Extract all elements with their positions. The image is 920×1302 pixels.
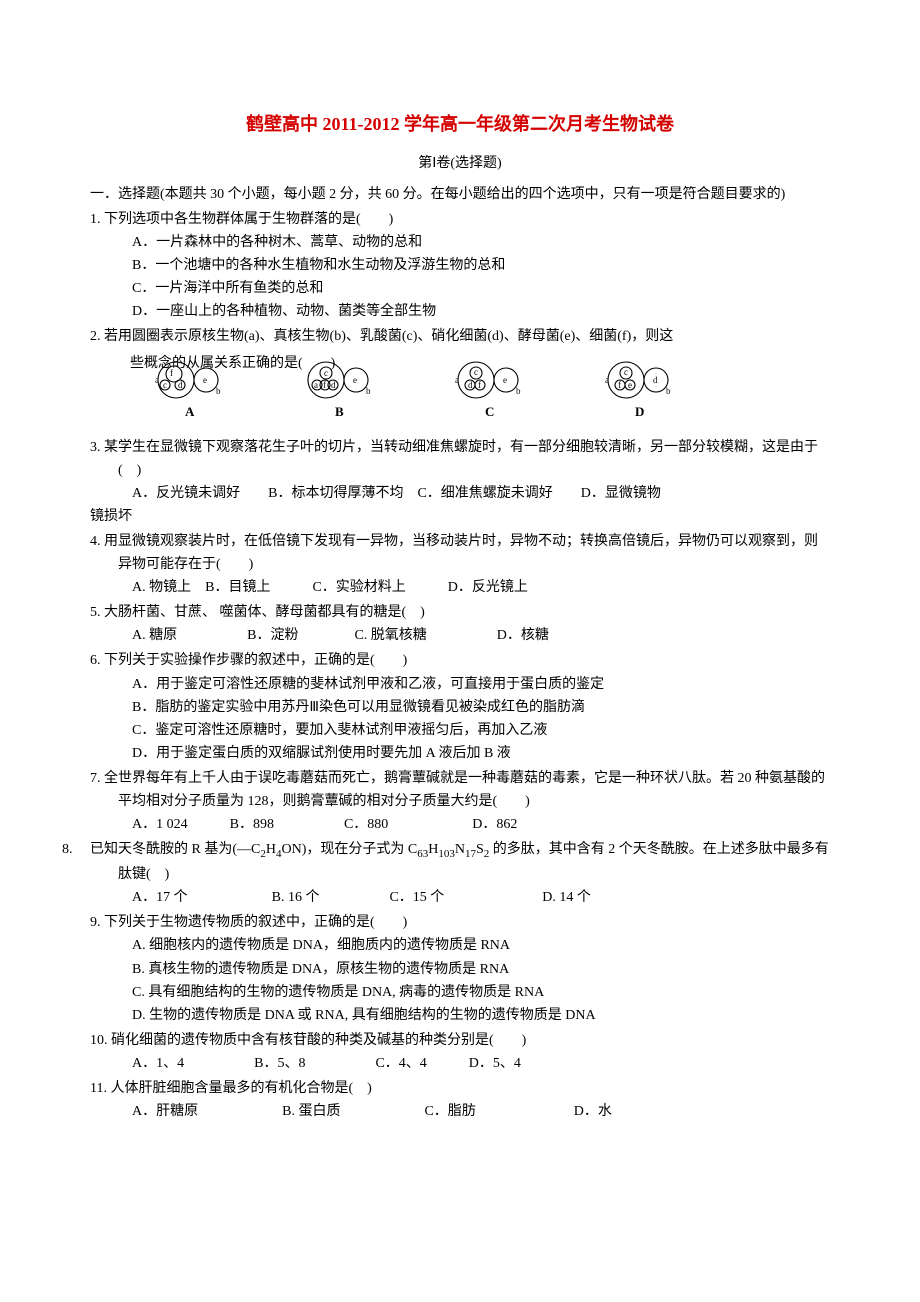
svg-text:e: e <box>353 375 357 385</box>
svg-text:a: a <box>605 375 609 385</box>
question-stem: 2. 若用圆圈表示原核生物(a)、真核生物(b)、乳酸菌(c)、硝化细菌(d)、… <box>90 325 830 348</box>
choice: A．一片森林中的各种树木、蒿草、动物的总和 <box>132 231 830 254</box>
choices-block: A．用于鉴定可溶性还原糖的斐林试剂甲液和乙液，可直接用于蛋白质的鉴定B．脂肪的鉴… <box>90 673 830 765</box>
choices-inline: A. 物镜上 B．目镜上 C．实验材料上 D．反光镜上 <box>90 576 830 599</box>
diagram-row: 些概念的从属关系正确的是( )afcdebAcafdebBacdfebCacfe… <box>90 352 830 429</box>
question: 10. 硝化细菌的遗传物质中含有核苷酸的种类及碱基的种类分别是( )A．1、4 … <box>90 1029 830 1075</box>
question-stem: 3. 某学生在显微镜下观察落花生子叶的切片，当转动细准焦螺旋时，有一部分细胞较清… <box>90 436 830 482</box>
question: 3. 某学生在显微镜下观察落花生子叶的切片，当转动细准焦螺旋时，有一部分细胞较清… <box>90 436 830 528</box>
question-stem: 11. 人体肝脏细胞含量最多的有机化合物是( ) <box>90 1077 830 1100</box>
svg-text:e: e <box>503 375 507 385</box>
choices-inline: A．1 024 B．898 C．880 D．862 <box>90 813 830 836</box>
question-stem: 6. 下列关于实验操作步骤的叙述中，正确的是( ) <box>90 649 830 672</box>
section-header: 一．选择题(本题共 30 个小题，每小题 2 分，共 60 分。在每小题给出的四… <box>90 183 830 206</box>
question: 8. 已知天冬酰胺的 R 基为(—C2H4ON)，现在分子式为 C63H103N… <box>90 838 830 909</box>
choice: C．一片海洋中所有鱼类的总和 <box>132 277 830 300</box>
svg-text:e: e <box>628 380 632 390</box>
svg-text:A: A <box>185 404 195 419</box>
question: 9. 下列关于生物遗传物质的叙述中，正确的是( )A. 细胞核内的遗传物质是 D… <box>90 911 830 1026</box>
choice: B．脂肪的鉴定实验中用苏丹Ⅲ染色可以用显微镜看见被染成红色的脂肪滴 <box>132 696 830 719</box>
svg-text:D: D <box>635 404 644 419</box>
exam-title: 鹤壁高中 2011-2012 学年高一年级第二次月考生物试卷 <box>90 110 830 140</box>
svg-text:d: d <box>468 380 473 390</box>
question: 5. 大肠杆菌、甘蔗、 噬菌体、酵母菌都具有的糖是( )A. 糖原 B．淀粉 C… <box>90 601 830 647</box>
svg-text:b: b <box>666 386 671 396</box>
choices-inline: A．反光镜未调好 B．标本切得厚薄不均 C．细准焦螺旋未调好 D．显微镜物 <box>90 482 830 505</box>
question: 11. 人体肝脏细胞含量最多的有机化合物是( )A．肝糖原 B. 蛋白质 C．脂… <box>90 1077 830 1123</box>
svg-text:f: f <box>323 380 326 390</box>
question-stem: 4. 用显微镜观察装片时，在低倍镜下发现有一异物，当移动装片时，异物不动；转换高… <box>90 530 830 576</box>
choice: C. 具有细胞结构的生物的遗传物质是 DNA, 病毒的遗传物质是 RNA <box>132 981 830 1004</box>
choices-inline: A. 糖原 B．淀粉 C. 脱氧核糖 D．核糖 <box>90 624 830 647</box>
choice: C．鉴定可溶性还原糖时，要加入斐林试剂甲液摇匀后，再加入乙液 <box>132 719 830 742</box>
svg-text:B: B <box>335 404 344 419</box>
question-stem: 10. 硝化细菌的遗传物质中含有核苷酸的种类及碱基的种类分别是( ) <box>90 1029 830 1052</box>
question: 7. 全世界每年有上千人由于误吃毒蘑菇而死亡，鹅膏蕈碱就是一种毒蘑菇的毒素，它是… <box>90 767 830 836</box>
svg-text:d: d <box>178 380 183 390</box>
svg-text:c: c <box>163 380 167 390</box>
choice: B. 真核生物的遗传物质是 DNA，原核生物的遗传物质是 RNA <box>132 958 830 981</box>
question-stem: 7. 全世界每年有上千人由于误吃毒蘑菇而死亡，鹅膏蕈碱就是一种毒蘑菇的毒素，它是… <box>90 767 830 813</box>
question: 4. 用显微镜观察装片时，在低倍镜下发现有一异物，当移动装片时，异物不动；转换高… <box>90 530 830 599</box>
svg-text:d: d <box>653 375 658 385</box>
choices-block: A. 细胞核内的遗传物质是 DNA，细胞质内的遗传物质是 RNAB. 真核生物的… <box>90 934 830 1026</box>
svg-text:b: b <box>216 386 221 396</box>
choice-overflow: 镜损坏 <box>90 505 830 528</box>
choice: A．用于鉴定可溶性还原糖的斐林试剂甲液和乙液，可直接用于蛋白质的鉴定 <box>132 673 830 696</box>
choice: A. 细胞核内的遗传物质是 DNA，细胞质内的遗传物质是 RNA <box>132 934 830 957</box>
svg-text:d: d <box>331 380 336 390</box>
choice: D. 生物的遗传物质是 DNA 或 RNA, 具有细胞结构的生物的遗传物质是 D… <box>132 1004 830 1027</box>
choice: D．用于鉴定蛋白质的双缩脲试剂使用时要先加 A 液后加 B 液 <box>132 742 830 765</box>
question: 1. 下列选项中各生物群体属于生物群落的是( )A．一片森林中的各种树木、蒿草、… <box>90 208 830 323</box>
question-stem: 8. 已知天冬酰胺的 R 基为(—C2H4ON)，现在分子式为 C63H103N… <box>90 838 830 886</box>
svg-text:a: a <box>314 380 318 390</box>
svg-text:f: f <box>478 380 481 390</box>
svg-text:f: f <box>618 380 621 390</box>
svg-text:b: b <box>516 386 521 396</box>
exam-subtitle: 第Ⅰ卷(选择题) <box>90 152 830 175</box>
svg-text:e: e <box>203 375 207 385</box>
question: 2. 若用圆圈表示原核生物(a)、真核生物(b)、乳酸菌(c)、硝化细菌(d)、… <box>90 325 830 429</box>
svg-text:a: a <box>455 375 459 385</box>
svg-text:b: b <box>366 386 371 396</box>
choice: B．一个池塘中的各种水生植物和水生动物及浮游生物的总和 <box>132 254 830 277</box>
choice: D．一座山上的各种植物、动物、菌类等全部生物 <box>132 300 830 323</box>
question-stem: 5. 大肠杆菌、甘蔗、 噬菌体、酵母菌都具有的糖是( ) <box>90 601 830 624</box>
choices-block: A．一片森林中的各种树木、蒿草、动物的总和B．一个池塘中的各种水生植物和水生动物… <box>90 231 830 323</box>
choices-inline: A．1、4 B．5、8 C．4、4 D．5、4 <box>90 1052 830 1075</box>
svg-text:C: C <box>485 404 494 419</box>
question-stem: 1. 下列选项中各生物群体属于生物群落的是( ) <box>90 208 830 231</box>
questions-container: 1. 下列选项中各生物群体属于生物群落的是( )A．一片森林中的各种树木、蒿草、… <box>90 208 830 1123</box>
choices-inline: A．肝糖原 B. 蛋白质 C．脂肪 D．水 <box>90 1100 830 1123</box>
svg-text:a: a <box>155 375 159 385</box>
choices-inline: A．17 个 B. 16 个 C．15 个 D. 14 个 <box>90 886 830 909</box>
question: 6. 下列关于实验操作步骤的叙述中，正确的是( )A．用于鉴定可溶性还原糖的斐林… <box>90 649 830 764</box>
diagram-lead-text: 些概念的从属关系正确的是( ) <box>130 352 830 375</box>
question-stem: 9. 下列关于生物遗传物质的叙述中，正确的是( ) <box>90 911 830 934</box>
